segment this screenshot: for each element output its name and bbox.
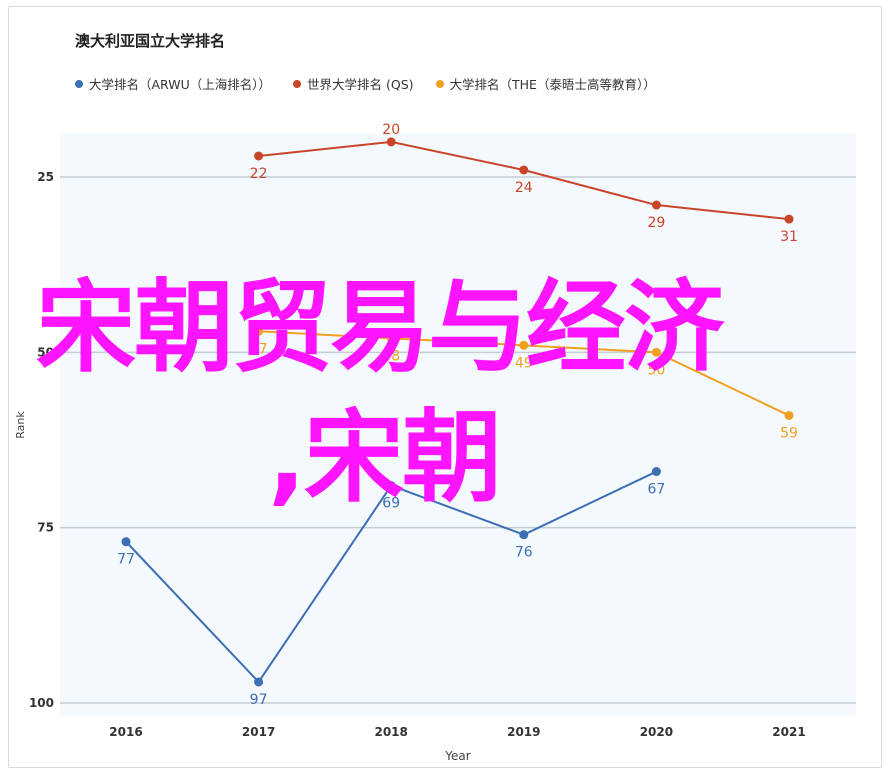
data-point[interactable] bbox=[121, 537, 131, 547]
data-label: 59 bbox=[780, 425, 798, 441]
data-label: 24 bbox=[515, 180, 533, 196]
x-tick-label: 2017 bbox=[242, 725, 275, 739]
y-axis-title: Rank bbox=[14, 411, 27, 439]
x-tick-label: 2021 bbox=[772, 725, 805, 739]
data-label: 29 bbox=[647, 215, 665, 231]
x-axis-ticks: 2016 2017 2018 2019 2020 2021 bbox=[109, 725, 805, 739]
data-point[interactable] bbox=[519, 530, 529, 540]
y-tick-label: 50 bbox=[37, 345, 54, 359]
data-point[interactable] bbox=[651, 200, 661, 210]
y-tick-label: 100 bbox=[29, 696, 54, 710]
overlay-text-line1: 宋朝贸易与经济 bbox=[36, 269, 724, 386]
chart-legend: 大学排名（ARWU（上海排名）） 世界大学排名 (QS) 大学排名（THE（泰晤… bbox=[75, 74, 656, 93]
legend-marker-qs bbox=[293, 79, 301, 88]
chart-title: 澳大利亚国立大学排名 bbox=[75, 32, 226, 50]
data-point[interactable] bbox=[651, 347, 661, 357]
data-label: 67 bbox=[647, 482, 665, 498]
data-point[interactable] bbox=[519, 340, 529, 350]
data-label: 69 bbox=[382, 496, 400, 512]
series-group: 77 97 69 76 67 22 20 24 29 31 47 48 49 50 59 bbox=[117, 122, 798, 708]
data-point[interactable] bbox=[519, 165, 529, 175]
x-tick-label: 2016 bbox=[109, 725, 142, 739]
data-point[interactable] bbox=[386, 137, 396, 147]
data-label: 20 bbox=[382, 122, 400, 138]
data-point[interactable] bbox=[254, 326, 264, 336]
legend-label-arwu: 大学排名（ARWU（上海排名）） bbox=[89, 77, 271, 92]
data-point[interactable] bbox=[254, 151, 264, 161]
x-tick-label: 2019 bbox=[507, 725, 540, 739]
plot-area bbox=[60, 134, 856, 716]
data-point[interactable] bbox=[254, 677, 264, 687]
data-label: 31 bbox=[780, 229, 798, 245]
legend-label-the: 大学排名（THE（泰晤士高等教育）） bbox=[449, 77, 656, 92]
legend-item-qs[interactable]: 世界大学排名 (QS) bbox=[293, 74, 414, 93]
series-0: 77 97 69 76 67 bbox=[117, 467, 665, 708]
data-point[interactable] bbox=[386, 333, 396, 343]
data-label: 47 bbox=[250, 341, 268, 357]
y-tick-label: 25 bbox=[37, 170, 54, 184]
data-label: 50 bbox=[647, 362, 665, 378]
legend-marker-arwu bbox=[75, 79, 83, 88]
data-label: 76 bbox=[515, 545, 533, 561]
legend-marker-the bbox=[435, 79, 444, 88]
y-tick-label: 75 bbox=[37, 521, 54, 535]
grid-lines bbox=[60, 176, 856, 704]
data-label: 48 bbox=[382, 348, 400, 364]
legend-item-the[interactable]: 大学排名（THE（泰晤士高等教育）） bbox=[435, 74, 656, 93]
data-label: 22 bbox=[250, 166, 268, 182]
data-label: 49 bbox=[515, 355, 533, 371]
x-tick-label: 2020 bbox=[640, 725, 673, 739]
overlay-text-line2: ,宋朝 bbox=[268, 399, 502, 516]
x-tick-label: 2018 bbox=[374, 725, 407, 739]
data-point[interactable] bbox=[784, 410, 794, 420]
legend-item-arwu[interactable]: 大学排名（ARWU（上海排名）） bbox=[75, 74, 271, 93]
y-axis-ticks: 25 50 75 100 bbox=[29, 170, 54, 710]
data-label: 97 bbox=[250, 692, 268, 708]
data-point[interactable] bbox=[651, 467, 661, 477]
series-1: 22 20 24 29 31 bbox=[250, 122, 798, 245]
data-label: 77 bbox=[117, 552, 135, 568]
x-axis-title: Year bbox=[444, 749, 470, 763]
legend-label-qs: 世界大学排名 (QS) bbox=[307, 77, 414, 92]
series-2: 47 48 49 50 59 bbox=[250, 326, 798, 441]
data-point[interactable] bbox=[784, 214, 794, 224]
data-point[interactable] bbox=[386, 481, 396, 491]
